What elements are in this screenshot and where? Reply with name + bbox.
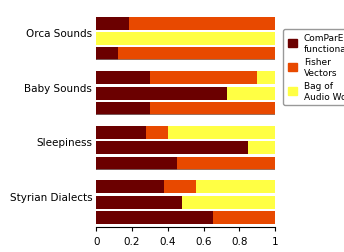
- Bar: [150, 103, 275, 116]
- Legend: ComParE
functionals, Fisher
Vectors, Bag of
Audio Words: ComParE functionals, Fisher Vectors, Bag…: [283, 30, 344, 106]
- Bar: [164, 181, 196, 194]
- Bar: [147, 126, 168, 139]
- Bar: [257, 72, 275, 85]
- Bar: [96, 48, 118, 61]
- Bar: [96, 87, 227, 100]
- Bar: [96, 126, 147, 139]
- Bar: [96, 196, 182, 209]
- Bar: [96, 33, 275, 46]
- Bar: [96, 72, 150, 85]
- Bar: [196, 181, 275, 194]
- Bar: [227, 87, 275, 100]
- Bar: [96, 17, 129, 30]
- Bar: [177, 157, 275, 170]
- Bar: [168, 126, 275, 139]
- Bar: [129, 17, 275, 30]
- Bar: [96, 211, 213, 225]
- Bar: [248, 142, 275, 155]
- Bar: [213, 211, 275, 225]
- Bar: [182, 196, 275, 209]
- Bar: [96, 142, 248, 155]
- Bar: [118, 48, 275, 61]
- Bar: [96, 157, 177, 170]
- Bar: [96, 103, 150, 116]
- Bar: [150, 72, 257, 85]
- Bar: [96, 181, 164, 194]
